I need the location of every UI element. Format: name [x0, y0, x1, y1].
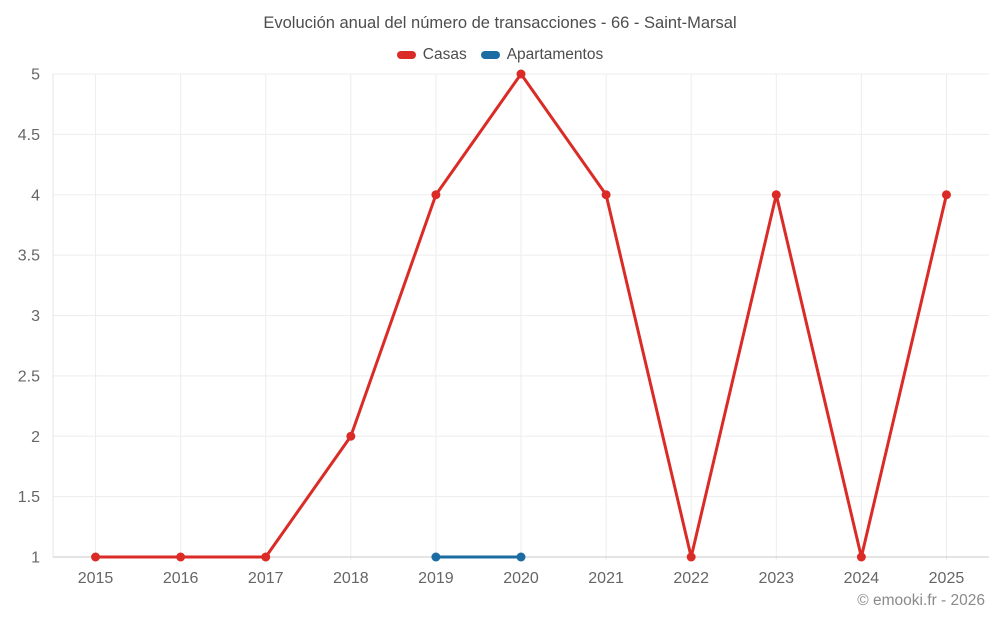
x-axis-tick-label: 2022: [673, 570, 709, 587]
x-axis-tick-label: 2021: [588, 570, 624, 587]
y-axis-tick-label: 2.5: [18, 368, 40, 385]
data-point-casas-2022[interactable]: [686, 552, 696, 562]
x-axis-tick-label: 2015: [78, 570, 114, 587]
y-axis-tick-label: 5: [31, 67, 40, 84]
data-point-casas-2015[interactable]: [91, 552, 101, 562]
data-point-casas-2018[interactable]: [346, 431, 356, 441]
x-axis-tick-label: 2024: [844, 570, 880, 587]
data-point-casas-2019[interactable]: [431, 190, 441, 200]
copyright-notice: © emooki.fr - 2026: [857, 592, 985, 609]
data-point-casas-2023[interactable]: [771, 190, 781, 200]
x-axis-tick-label: 2025: [929, 570, 965, 587]
data-point-casas-2017[interactable]: [261, 552, 271, 562]
y-axis-tick-label: 3.5: [18, 248, 40, 265]
x-axis-tick-label: 2020: [503, 570, 539, 587]
legend-item-apartamentos[interactable]: Apartamentos: [480, 46, 604, 64]
data-point-casas-2016[interactable]: [176, 552, 186, 562]
chart-title: Evolución anual del número de transaccio…: [263, 14, 737, 32]
legend: Casas Apartamentos: [0, 46, 1000, 64]
x-axis-tick-label: 2018: [333, 570, 369, 587]
data-point-casas-2021[interactable]: [601, 190, 611, 200]
data-point-casas-2020[interactable]: [516, 69, 526, 79]
casas-series-swatch-icon: [396, 51, 416, 59]
y-axis-tick-label: 1.5: [18, 489, 40, 506]
data-point-casas-2025[interactable]: [941, 190, 951, 200]
legend-item-casas[interactable]: Casas: [396, 46, 467, 64]
y-axis-tick-label: 4: [31, 187, 40, 204]
data-point-apartamentos-2019[interactable]: [431, 552, 441, 562]
x-axis-tick-label: 2019: [418, 570, 454, 587]
apartamentos-series-swatch-icon: [480, 51, 500, 59]
y-axis-tick-label: 3: [31, 308, 40, 325]
y-axis-tick-label: 2: [31, 429, 40, 446]
x-axis-tick-label: 2023: [758, 570, 794, 587]
x-axis-tick-label: 2016: [163, 570, 199, 587]
y-axis-tick-label: 1: [31, 550, 40, 567]
legend-label-casas: Casas: [422, 46, 467, 63]
data-point-apartamentos-2020[interactable]: [516, 552, 526, 562]
legend-label-apartamentos: Apartamentos: [506, 46, 604, 63]
y-axis-tick-label: 4.5: [18, 127, 40, 144]
data-point-casas-2024[interactable]: [856, 552, 866, 562]
x-axis-tick-label: 2017: [248, 570, 284, 587]
